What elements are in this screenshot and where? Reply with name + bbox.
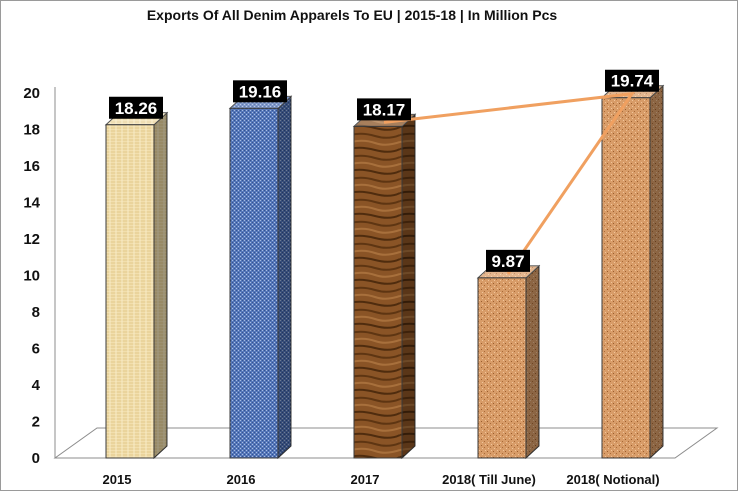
y-tick-label: 2 [32, 414, 40, 431]
data-label-text: 19.16 [239, 82, 282, 101]
y-tick-label: 20 [23, 85, 40, 102]
y-tick-label: 16 [23, 158, 40, 175]
data-label: 9.87 [486, 249, 530, 272]
trend-line [383, 91, 636, 275]
data-label-box [109, 96, 163, 119]
bar-front [353, 125, 403, 459]
bar [600, 84, 665, 460]
bar-front [105, 124, 155, 459]
data-label: 18.26 [109, 96, 163, 119]
y-tick-label: 4 [32, 377, 41, 394]
x-tick-label: 2015 [103, 472, 132, 487]
data-label-box [486, 249, 530, 272]
y-tick-label: 6 [32, 341, 40, 358]
y-tick-label: 0 [32, 450, 40, 467]
bar-side-shade [526, 265, 539, 458]
x-tick-label: 2018( Notional) [566, 472, 659, 487]
x-tick-label: 2018( Till June) [442, 472, 536, 487]
bar [476, 264, 541, 460]
bar-front [601, 97, 651, 459]
data-labels: 18.26 19.16 18.17 9.87 19.74 [109, 69, 659, 272]
bars [104, 84, 665, 460]
data-label-box [357, 98, 411, 121]
x-tick-label: 2017 [351, 472, 380, 487]
data-label-box [605, 69, 659, 92]
data-label: 18.17 [357, 98, 411, 121]
data-label: 19.16 [233, 80, 287, 103]
data-label-text: 18.26 [115, 99, 158, 118]
bar-side-shade [154, 112, 167, 458]
x-axis-labels: 2015 2016 2017 2018( Till June) 2018( Notion… [103, 472, 660, 487]
bar [228, 95, 293, 460]
bar-side-shade [278, 96, 291, 458]
bar-front [229, 107, 279, 459]
y-tick-label: 8 [32, 304, 40, 321]
y-tick-label: 18 [23, 122, 40, 139]
data-label-text: 9.87 [491, 252, 524, 271]
chart-title: Exports Of All Denim Apparels To EU | 20… [147, 7, 558, 23]
bar-side-shade [402, 114, 415, 459]
data-label-text: 18.17 [363, 100, 406, 119]
y-tick-label: 12 [23, 231, 40, 248]
y-tick-label: 14 [23, 195, 40, 212]
bar-side-shade [650, 85, 663, 459]
data-label-text: 19.74 [611, 72, 654, 91]
bar [104, 111, 169, 460]
bar-front [477, 277, 527, 459]
data-label: 19.74 [605, 69, 659, 92]
y-tick-label: 10 [23, 268, 40, 285]
data-label-box [233, 80, 287, 103]
x-tick-label: 2016 [227, 472, 256, 487]
trend-polyline [383, 91, 636, 275]
bar [352, 113, 417, 460]
